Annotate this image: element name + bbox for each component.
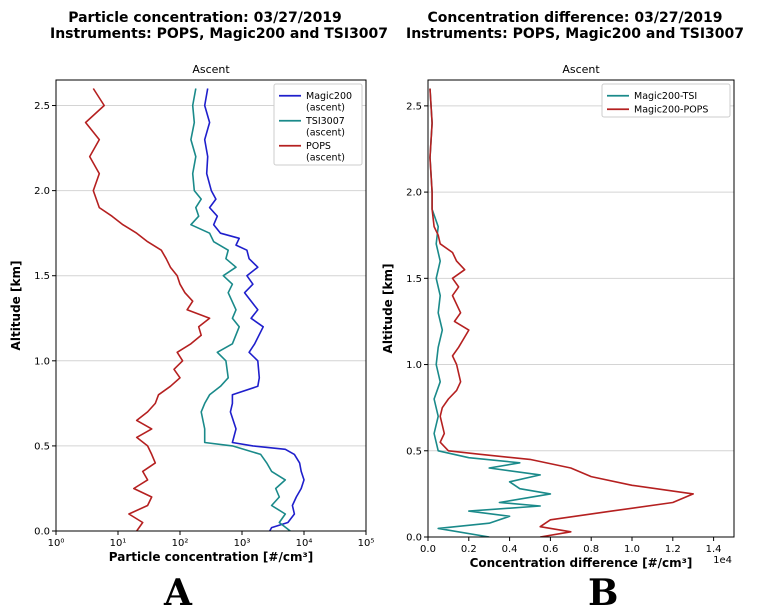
chart-a-group: 0.0 0.5 1.0 1.5 2.0 2.5 10⁰ 10¹ 10² 10³ 10⁴ 10⁵ Asce…	[9, 63, 374, 564]
chart-b-xtick-label: 0.0	[420, 544, 436, 555]
chart-a-xtick-label: 10⁵	[358, 538, 375, 549]
chart-a-ytick-label: 2.0	[34, 186, 50, 197]
chart-a-title-line1: Particle concentration: 03/27/2019	[68, 10, 342, 26]
chart-b-title: Concentration difference: 03/27/2019 Ins…	[392, 10, 758, 42]
chart-b-xtick-label: 1.4	[706, 544, 722, 555]
chart-a-xtick-label: 10¹	[110, 538, 127, 549]
chart-a-subtitle: Ascent	[192, 63, 230, 76]
chart-a-xtick-label: 10³	[234, 538, 251, 549]
chart-a-legend-label-magic200: (ascent)	[306, 103, 345, 114]
chart-a-series-pops-line	[84, 88, 211, 531]
chart-b-plot-frame	[427, 79, 735, 538]
chart-b-ytick-label: 0.0	[406, 533, 422, 544]
chart-a-series-magic200-line	[203, 88, 305, 531]
chart-b-xtick-label: 0.4	[502, 544, 518, 555]
chart-b-xtick-label: 1.0	[624, 544, 640, 555]
chart-b-xtick-label: 0.6	[542, 544, 558, 555]
chart-b-offset-label: 1e4	[713, 555, 732, 566]
chart-a-ytick-label: 0.5	[34, 441, 50, 452]
chart-b-series-magic200-pops-line	[429, 88, 694, 537]
chart-a-plot-frame	[55, 79, 367, 532]
chart-b-subtitle: Ascent	[562, 63, 600, 76]
chart-b-xtick-label: 1.2	[665, 544, 681, 555]
chart-b-ytick-label: 2.5	[406, 101, 422, 112]
chart-b-group: 0.0 0.5 1.0 1.5 2.0 2.5 0.0 0.2 0.4 0.6 0.8 1.0 1.2 1…	[381, 63, 735, 570]
chart-b-xtick-label: 0.2	[461, 544, 477, 555]
chart-a-legend-label-tsi3007: TSI3007	[305, 116, 345, 127]
chart-b-ylabel: Altitude [km]	[381, 264, 395, 354]
chart-a-xtick-label: 10⁰	[48, 538, 65, 549]
panel-letter-b: B	[588, 572, 619, 614]
chart-b-legend-label-magic200-pops: Magic200-POPS	[634, 105, 708, 116]
chart-a-xtick-label: 10²	[172, 538, 189, 549]
chart-a-xtick-label: 10⁴	[296, 538, 313, 549]
chart-b-title-line2: Instruments: POPS, Magic200 and TSI3007	[405, 26, 745, 42]
chart-b-ytick-label: 1.5	[406, 274, 422, 285]
chart-b-title-line1: Concentration difference: 03/27/2019	[427, 10, 723, 26]
chart-a-legend-label-magic200: Magic200	[306, 91, 352, 102]
chart-b-ytick-label: 2.0	[406, 188, 422, 199]
chart-b-xtick-label: 0.8	[583, 544, 599, 555]
chart-a-legend-label-pops: (ascent)	[306, 153, 345, 164]
chart-a-legend-box	[273, 83, 363, 166]
chart-b-series-magic200-tsi-line	[429, 88, 552, 537]
chart-b-ytick-label: 0.5	[406, 446, 422, 457]
chart-a-title: Particle concentration: 03/27/2019 Instr…	[50, 10, 389, 42]
chart-a-ytick-label: 2.5	[34, 101, 50, 112]
chart-a-ytick-label: 1.5	[34, 271, 50, 282]
chart-a-ytick-label: 0.0	[34, 527, 50, 538]
chart-b-legend-label-magic200-tsi: Magic200-TSI	[634, 91, 697, 102]
chart-a-legend: Magic200(ascent)TSI3007(ascent)POPS(asce…	[273, 83, 363, 166]
chart-a-legend-label-tsi3007: (ascent)	[306, 128, 345, 139]
chart-a-title-line2: Instruments: POPS, Magic200 and TSI3007	[50, 26, 389, 42]
chart-a-ylabel: Altitude [km]	[9, 261, 23, 351]
chart-b-xlabel: Concentration difference [#/cm³]	[470, 556, 693, 570]
chart-a-ytick-label: 1.0	[34, 356, 50, 367]
chart-a-legend-label-pops: POPS	[306, 141, 331, 152]
chart-b-legend-box	[601, 83, 731, 118]
chart-b-ytick-label: 1.0	[406, 360, 422, 371]
panel-letter-a: A	[164, 572, 192, 614]
chart-a-xlabel: Particle concentration [#/cm³]	[109, 550, 313, 564]
chart-a-series-tsi3007-line	[190, 88, 291, 531]
chart-b-legend: Magic200-TSI Magic200-POPS	[601, 83, 731, 118]
